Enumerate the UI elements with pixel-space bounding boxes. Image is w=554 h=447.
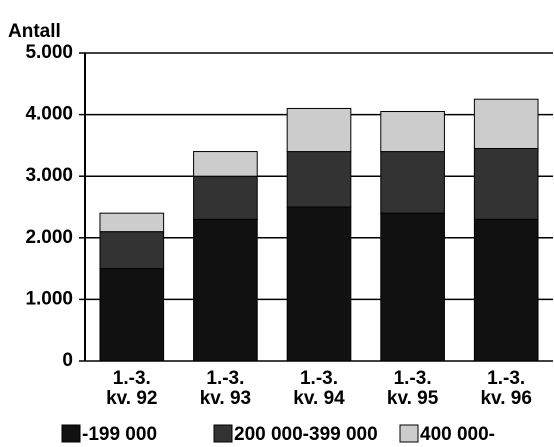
legend-swatch <box>399 424 419 443</box>
legend-swatch <box>213 424 233 443</box>
y-tick-label: 0 <box>62 350 73 371</box>
x-tick-label: kv. 95 <box>387 388 439 409</box>
x-tick-label: kv. 92 <box>106 388 157 409</box>
y-tick-label: 1.000 <box>25 288 73 309</box>
bar-segment <box>473 147 539 220</box>
bar-segment <box>193 218 258 362</box>
x-tick-label: 1.-3. <box>300 368 338 389</box>
bar-segment <box>380 212 445 362</box>
bar-segment <box>286 206 352 362</box>
bar-segment <box>99 212 165 233</box>
bar-segment <box>286 107 352 153</box>
legend-label: 400 000- <box>420 424 495 445</box>
x-tick-label: kv. 93 <box>200 388 251 409</box>
x-tick-label: 1.-3. <box>113 368 151 389</box>
legend-label: 200 000-399 000 <box>234 424 378 445</box>
y-axis-label: Antall <box>8 21 61 42</box>
bar-segment <box>99 231 165 270</box>
x-tick-label: 1.-3. <box>394 368 432 389</box>
y-tick-label: 2.000 <box>25 227 73 248</box>
x-tick-label: 1.-3. <box>487 368 525 389</box>
x-tick-label: 1.-3. <box>206 368 244 389</box>
legend-label: -199 000 <box>82 424 157 445</box>
bar-segment <box>473 98 539 149</box>
bar-segment <box>380 111 445 153</box>
legend-swatch <box>61 424 81 443</box>
bar-segment <box>286 151 352 208</box>
bar-segment <box>380 151 445 214</box>
bar-segment <box>473 218 539 362</box>
bar-segment <box>99 268 165 362</box>
x-tick-label: kv. 96 <box>480 388 531 409</box>
y-tick-label: 3.000 <box>25 165 73 186</box>
bar-segment <box>193 151 258 177</box>
x-tick-label: kv. 94 <box>293 388 345 409</box>
y-tick-label: 5.000 <box>25 42 73 63</box>
y-tick-label: 4.000 <box>25 104 73 125</box>
bar-segment <box>193 175 258 220</box>
